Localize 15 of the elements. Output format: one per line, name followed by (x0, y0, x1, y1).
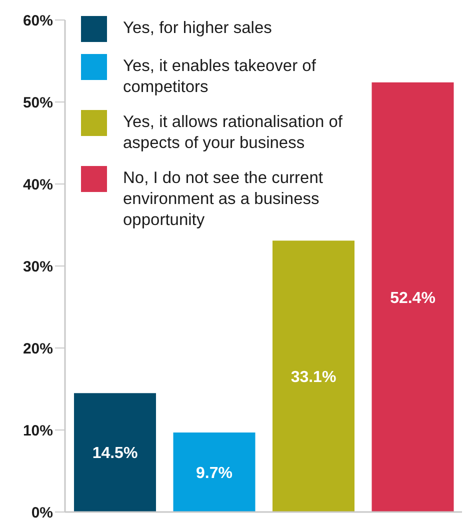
data-label: 33.1% (290, 368, 336, 386)
y-tick-label: 10% (22, 422, 53, 440)
y-tick-label: 60% (22, 12, 53, 30)
y-tick-label: 20% (22, 340, 53, 358)
y-tick-label: 40% (22, 176, 53, 194)
legend-label: Yes, for higher sales (123, 18, 273, 39)
legend-label: No, I do not see the current environment as a business opportunity (123, 168, 324, 231)
data-label: 9.7% (196, 464, 232, 482)
data-label: 14.5% (92, 445, 138, 462)
legend-label: Yes, it allows rationalisation of aspects of your business (123, 112, 344, 154)
y-tick-label: 50% (22, 94, 53, 112)
y-tick-label: 30% (22, 258, 53, 276)
data-label: 52.4% (390, 290, 436, 307)
legend-label: Yes, it enables takeover of competitors (123, 56, 317, 98)
y-tick-label: 0% (31, 504, 53, 518)
